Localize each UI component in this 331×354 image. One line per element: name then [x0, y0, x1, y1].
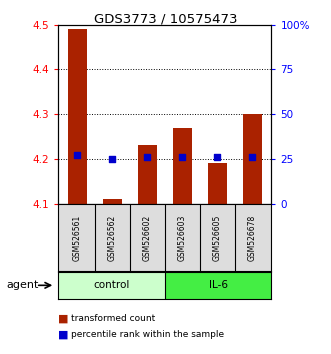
- Point: [110, 156, 115, 162]
- Bar: [68, 29, 87, 204]
- Point: [179, 154, 185, 160]
- Bar: [165, 272, 271, 299]
- Text: agent: agent: [7, 280, 39, 290]
- Text: IL-6: IL-6: [209, 280, 227, 290]
- Text: GSM526678: GSM526678: [248, 215, 257, 261]
- Text: ■: ■: [58, 330, 69, 339]
- Bar: [243, 114, 262, 204]
- Text: ■: ■: [58, 314, 69, 324]
- Text: percentile rank within the sample: percentile rank within the sample: [71, 330, 224, 339]
- Text: GSM526602: GSM526602: [143, 215, 152, 261]
- Text: GSM526605: GSM526605: [213, 214, 222, 261]
- Point: [74, 153, 80, 158]
- Point: [214, 154, 220, 160]
- Text: GSM526603: GSM526603: [178, 214, 187, 261]
- Text: transformed count: transformed count: [71, 314, 156, 323]
- Bar: [103, 199, 122, 204]
- Text: GSM526561: GSM526561: [73, 215, 82, 261]
- Text: GDS3773 / 10575473: GDS3773 / 10575473: [94, 12, 237, 25]
- Bar: [138, 145, 157, 204]
- Text: control: control: [93, 280, 129, 290]
- Point: [145, 154, 150, 160]
- Point: [250, 154, 255, 160]
- Text: GSM526562: GSM526562: [108, 215, 117, 261]
- Bar: [172, 127, 192, 204]
- Bar: [58, 272, 165, 299]
- Bar: [208, 163, 227, 204]
